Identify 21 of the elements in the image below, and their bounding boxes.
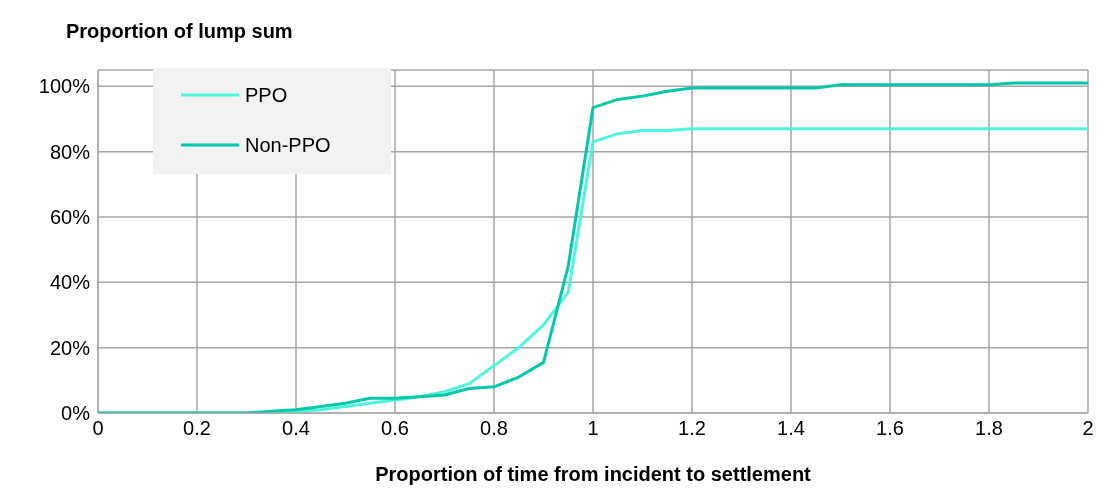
y-tick-label: 0% <box>61 402 91 425</box>
x-tick-label: 0.2 <box>183 417 211 440</box>
x-tick-label: 1.4 <box>777 417 805 440</box>
x-tick-label: 1.2 <box>678 417 706 440</box>
x-tick-label: 1 <box>587 417 599 440</box>
y-tick-label: 20% <box>49 336 91 359</box>
y-tick-label: 100% <box>38 75 91 98</box>
x-tick-label: 0 <box>92 417 104 440</box>
x-tick-label: 0.8 <box>480 417 508 440</box>
x-tick-label: 1.8 <box>975 417 1003 440</box>
legend-label: PPO <box>245 83 288 108</box>
x-axis-title: Proportion of time from incident to settlement <box>375 463 812 486</box>
y-axis-title: Proportion of lump sum <box>66 20 293 43</box>
x-tick-label: 0.6 <box>381 417 409 440</box>
legend-label: Non-PPO <box>245 133 331 158</box>
y-tick-label: 80% <box>49 140 91 163</box>
y-tick-label: 60% <box>49 206 91 229</box>
x-tick-label: 1.6 <box>876 417 904 440</box>
y-tick-label: 40% <box>49 271 91 294</box>
x-tick-label: 2 <box>1082 417 1094 440</box>
x-tick-label: 0.4 <box>282 417 310 440</box>
